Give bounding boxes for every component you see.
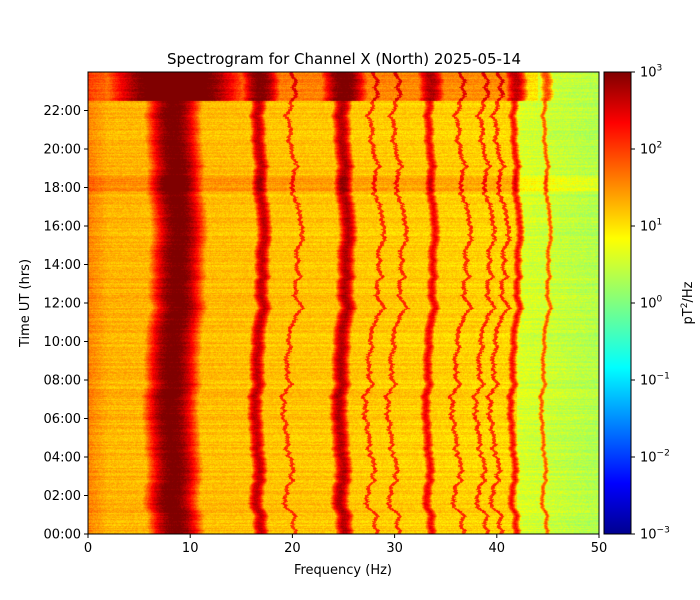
x-tick-label: 50 (591, 541, 608, 556)
y-axis: 00:00 02:00 04:00 06:00 08:00 10:00 12:00 14:00… (44, 104, 88, 543)
x-tick-label: 20 (284, 541, 301, 556)
y-axis-label: Time UT (hrs) (18, 259, 33, 348)
y-tick-label: 06:00 (44, 412, 81, 427)
x-tick-label: 30 (386, 541, 403, 556)
x-tick-label: 10 (182, 541, 199, 556)
spectrogram-heatmap (88, 72, 599, 534)
y-tick-label: 12:00 (44, 297, 81, 312)
x-tick-label: 0 (84, 541, 92, 556)
y-tick-label: 18:00 (44, 181, 81, 196)
colorbar-tick-label: 10−2 (640, 449, 670, 466)
colorbar-tick-label: 10−1 (640, 372, 670, 389)
plot-area (87, 71, 600, 535)
y-tick-label: 16:00 (44, 220, 81, 235)
x-axis: 0 10 20 30 40 50 (84, 534, 607, 556)
colorbar-gradient (603, 71, 632, 535)
colorbar-tick-label: 102 (640, 141, 662, 158)
colorbar-label: pT2/Hz (680, 281, 696, 324)
y-tick-label: 20:00 (44, 143, 81, 158)
colorbar-tick-label: 101 (640, 218, 662, 235)
y-tick-label: 22:00 (44, 104, 81, 119)
y-tick-label: 14:00 (44, 258, 81, 273)
x-tick-label: 40 (489, 541, 506, 556)
y-tick-label: 00:00 (44, 528, 81, 543)
y-tick-label: 02:00 (44, 489, 81, 504)
colorbar-ticks: 103 102 101 100 10−1 10−2 10−3 (631, 64, 670, 543)
y-tick-label: 04:00 (44, 451, 81, 466)
y-tick-label: 10:00 (44, 335, 81, 350)
colorbar-tick-label: 103 (640, 64, 662, 81)
chart-title: Spectrogram for Channel X (North) 2025-0… (167, 50, 521, 68)
colorbar-tick-label: 100 (640, 295, 663, 312)
x-axis-label: Frequency (Hz) (294, 563, 392, 578)
colorbar-tick-label: 10−3 (640, 526, 670, 543)
y-tick-label: 08:00 (44, 374, 81, 389)
colorbar: 103 102 101 100 10−1 10−2 10−3 pT2/Hz (603, 64, 696, 543)
